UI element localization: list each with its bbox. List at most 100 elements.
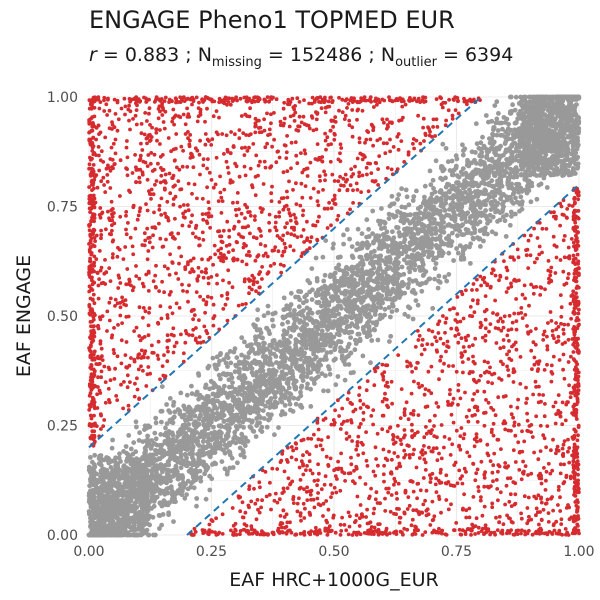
outlier-point [291, 248, 296, 253]
outlier-point [473, 336, 478, 341]
outlier-point [537, 221, 542, 225]
outlier-point [429, 431, 433, 436]
outlier-point [89, 324, 93, 329]
outlier-point [104, 227, 108, 232]
outlier-point [549, 448, 553, 453]
outlier-point [109, 145, 114, 150]
outlier-point [573, 453, 577, 458]
outlier-point [574, 360, 578, 364]
outlier-point [281, 486, 286, 491]
outlier-point [326, 507, 331, 512]
outlier-point [295, 96, 300, 101]
outlier-point [416, 481, 421, 486]
outlier-point [328, 482, 333, 487]
outlier-point [345, 106, 349, 110]
outlier-point [88, 378, 93, 383]
outlier-point [301, 437, 306, 442]
outlier-point [451, 420, 456, 425]
outlier-point [220, 512, 225, 517]
outlier-point [476, 531, 481, 535]
outlier-point [399, 442, 404, 446]
outlier-point [353, 164, 357, 169]
outlier-point [496, 395, 501, 400]
outlier-point [400, 104, 405, 109]
outlier-point [552, 336, 556, 341]
outlier-point [87, 304, 92, 309]
outlier-point [545, 334, 549, 339]
outlier-point [273, 491, 278, 496]
outlier-point [281, 207, 286, 212]
outlier-point [576, 216, 581, 221]
outlier-point [456, 332, 461, 337]
outlier-point [247, 279, 252, 283]
outlier-point [545, 362, 549, 367]
outlier-point [143, 160, 148, 165]
outlier-point [117, 276, 122, 280]
outlier-point [319, 106, 324, 111]
outlier-point [461, 345, 466, 349]
outlier-point [87, 311, 92, 316]
outlier-point [519, 528, 524, 533]
outlier-point [349, 418, 353, 422]
outlier-point [324, 454, 329, 459]
outlier-point [198, 110, 203, 115]
outlier-point [99, 413, 103, 418]
outlier-point [108, 378, 113, 383]
outlier-point [167, 292, 172, 297]
outlier-point [248, 253, 252, 258]
outlier-point [335, 217, 340, 222]
outlier-point [196, 106, 201, 110]
outlier-point [181, 289, 185, 293]
outlier-point [527, 528, 531, 533]
outlier-point [466, 357, 471, 361]
outlier-point [158, 180, 163, 185]
outlier-point [219, 195, 224, 200]
outlier-point [489, 405, 493, 410]
outlier-point [115, 128, 120, 133]
outlier-point [521, 459, 525, 464]
outlier-point [259, 505, 263, 510]
outlier-point [183, 122, 188, 127]
n-outlier-sub: outlier [395, 55, 437, 70]
outlier-point [562, 376, 567, 381]
outlier-point [492, 451, 497, 456]
outlier-point [420, 383, 424, 388]
outlier-point [344, 431, 349, 435]
outlier-point [549, 379, 554, 384]
outlier-point [278, 514, 283, 518]
outlier-point [473, 361, 477, 366]
outlier-point [130, 244, 135, 249]
outlier-point [315, 483, 319, 488]
outlier-point [357, 524, 362, 528]
outlier-point [412, 146, 416, 151]
outlier-point [247, 532, 252, 536]
outlier-point [219, 211, 224, 215]
outlier-point [475, 408, 480, 413]
outlier-point [411, 508, 416, 513]
outlier-point [286, 476, 291, 481]
outlier-point [427, 388, 431, 393]
outlier-point [444, 349, 448, 354]
outlier-point [546, 259, 551, 263]
outlier-point [324, 147, 328, 152]
outlier-point [491, 463, 496, 468]
outlier-point [111, 348, 116, 352]
outlier-point [385, 126, 389, 131]
outlier-point [163, 109, 168, 114]
outlier-point [166, 266, 170, 271]
outlier-point [251, 282, 256, 287]
outlier-point [139, 364, 143, 369]
outlier-point [211, 114, 216, 119]
outlier-point [450, 442, 455, 447]
outlier-point [269, 121, 273, 126]
outlier-point [338, 174, 342, 179]
outlier-point [179, 187, 184, 192]
outlier-point [509, 504, 514, 508]
outlier-point [415, 360, 420, 365]
outlier-point [89, 180, 94, 184]
outlier-point [571, 253, 576, 258]
outlier-point [131, 203, 136, 208]
outlier-point [146, 333, 151, 338]
outlier-point [562, 439, 567, 443]
outlier-point [286, 529, 290, 533]
